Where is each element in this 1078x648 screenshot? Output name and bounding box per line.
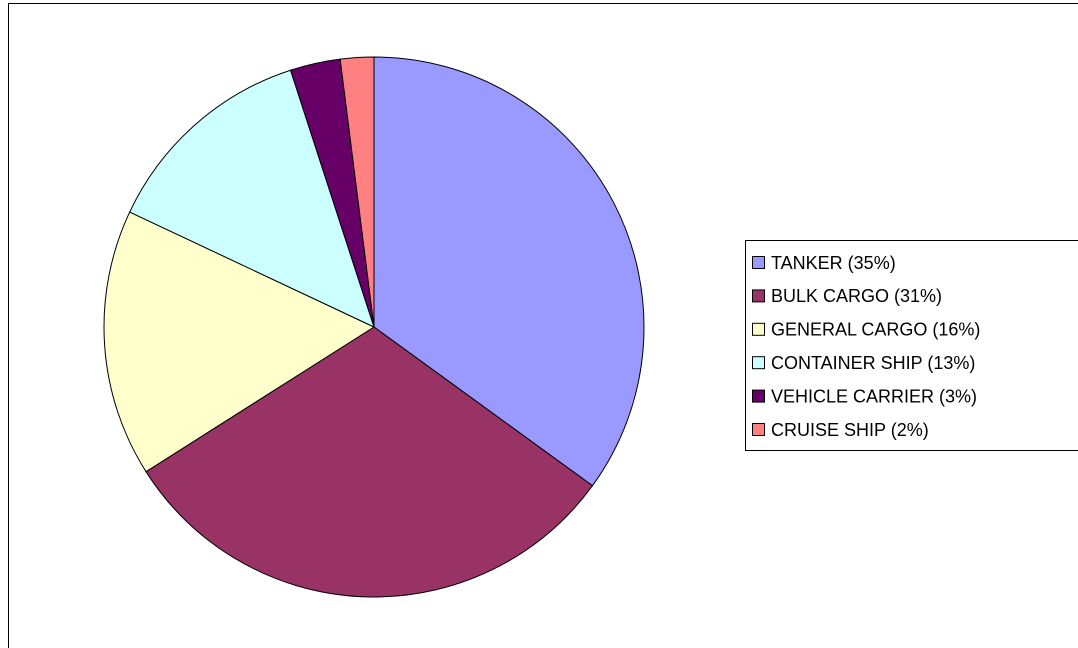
legend-label: CONTAINER SHIP (13%) [771, 353, 975, 373]
legend-label: VEHICLE CARRIER (3%) [771, 386, 977, 406]
pie-slice [373, 56, 645, 487]
pie-slice [339, 56, 375, 328]
legend-swatch [752, 256, 765, 269]
pie-slice [103, 211, 376, 473]
legend-label: BULK CARGO (31%) [771, 286, 942, 306]
pie-slice [145, 326, 594, 598]
legend-swatch [752, 423, 765, 436]
legend-swatch [752, 289, 765, 303]
legend-swatch [752, 322, 765, 336]
pie-slice [129, 69, 375, 328]
legend-label: TANKER (35%) [771, 253, 896, 273]
legend-box [745, 240, 1078, 451]
legend-swatch [752, 356, 765, 370]
legend-label: CRUISE SHIP (2%) [771, 420, 929, 440]
legend-swatch [752, 389, 765, 403]
legend-label: GENERAL CARGO (16%) [771, 320, 980, 340]
